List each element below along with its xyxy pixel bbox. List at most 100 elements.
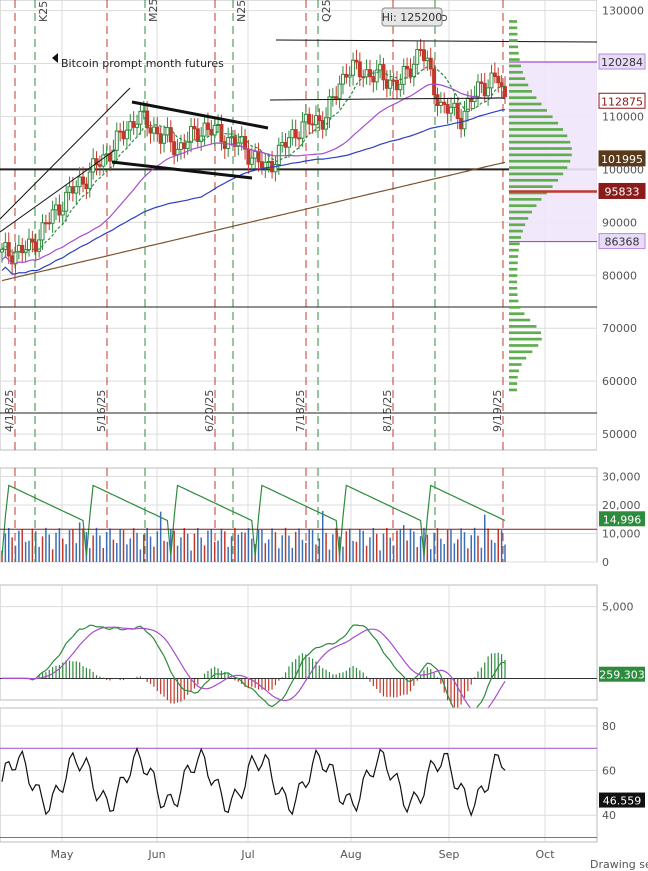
candle-body (222, 141, 227, 149)
candle-body (330, 96, 335, 99)
candle-body (192, 125, 197, 130)
profile-bar (509, 274, 518, 277)
profile-bar (509, 325, 537, 328)
candle-body (57, 204, 62, 216)
candle-body (351, 59, 356, 76)
candle-body (229, 136, 234, 139)
candle-body (124, 129, 129, 140)
price-tick-label: 130000 (602, 5, 644, 18)
trendline (0, 87, 131, 220)
candle-body (209, 128, 214, 136)
contract-label: N25 (235, 0, 248, 22)
profile-bar (509, 159, 571, 163)
profile-bar (509, 185, 553, 188)
candle-body (216, 123, 221, 126)
candle-body (378, 64, 383, 71)
price-tick-label: 90000 (602, 216, 637, 229)
candle-body (0, 248, 4, 253)
profile-bar (509, 20, 518, 23)
hi-callout: Hi: 125200 (381, 7, 443, 27)
profile-bar (509, 280, 518, 284)
candle-body (195, 128, 200, 142)
profile-bar (509, 267, 518, 271)
expiry-label: 5/16/25 (95, 390, 108, 432)
candle-body (492, 72, 497, 78)
profile-bar (509, 39, 518, 42)
ma-slow-line (1, 109, 506, 275)
trendline (111, 160, 253, 180)
candle-body (118, 130, 123, 133)
candle-body (158, 133, 163, 144)
candle-body (384, 79, 389, 89)
candle-body (162, 134, 167, 144)
ma-fast-line (1, 64, 506, 254)
profile-bar (509, 312, 525, 316)
candle-body (310, 123, 315, 126)
candle-body (47, 222, 52, 225)
profile-bar (509, 356, 527, 360)
ma-mid-line (1, 83, 506, 265)
profile-bar (509, 318, 531, 322)
profile-bar (509, 293, 518, 296)
expiry-label: 7/18/25 (294, 390, 307, 432)
candle-body (442, 101, 447, 105)
profile-bar (509, 236, 521, 239)
profile-bar (509, 299, 519, 303)
candle-body (364, 69, 369, 78)
candle-body (300, 121, 305, 139)
price-tick-label: 110000 (602, 110, 644, 123)
profile-bar (509, 191, 547, 195)
candle-body (175, 148, 180, 156)
candle-body (30, 238, 35, 243)
candle-body (307, 113, 312, 125)
candle-body (398, 83, 403, 91)
candle-body (84, 183, 89, 190)
volume-tag-box (599, 511, 645, 527)
candle-body (455, 102, 460, 119)
candle-body (81, 176, 86, 185)
open-interest-line (1, 484, 506, 557)
price-tag-box (598, 92, 646, 109)
candle-body (408, 68, 413, 77)
candle-body (374, 69, 379, 83)
profile-bar (509, 331, 542, 335)
candle-body (219, 123, 224, 143)
candle-body (276, 144, 281, 166)
profile-bar (509, 115, 553, 119)
candle-body (391, 79, 396, 82)
candle-body (317, 115, 322, 122)
macd-tag-label: 259.303 (599, 669, 645, 682)
candle-body (148, 127, 153, 134)
profile-bar (509, 248, 519, 252)
price-tag-box (598, 182, 646, 199)
price-tag-box (598, 53, 646, 70)
profile-bar (509, 77, 526, 80)
volume-bars (1, 511, 506, 562)
price-tick-label: 100000 (602, 163, 644, 176)
trendline (0, 149, 116, 233)
profile-bar (509, 229, 523, 233)
price-tag-label: 120284 (601, 56, 643, 69)
contract-label: M25 (147, 0, 160, 22)
panel-frame (0, 0, 598, 451)
price-tag-box (598, 233, 646, 250)
x-tick-label: Jun (147, 848, 165, 861)
candle-body (475, 81, 480, 97)
candle-body (293, 129, 298, 139)
macd-signal-line (2, 626, 506, 714)
profile-bar (509, 375, 518, 379)
candle-body (182, 142, 187, 149)
x-tick-label: Sep (439, 848, 460, 861)
candle-body (411, 63, 416, 77)
candle-body (13, 251, 18, 265)
candle-body (286, 137, 291, 148)
candle-body (428, 57, 433, 70)
rsi-tick-label: 80 (602, 720, 616, 733)
candle-body (327, 96, 332, 119)
trendline (131, 100, 269, 130)
candle-body (486, 87, 491, 97)
price-tick-label: 50000 (602, 428, 637, 441)
volume-tick-label: 0 (602, 556, 609, 569)
profile-bar (509, 128, 564, 131)
